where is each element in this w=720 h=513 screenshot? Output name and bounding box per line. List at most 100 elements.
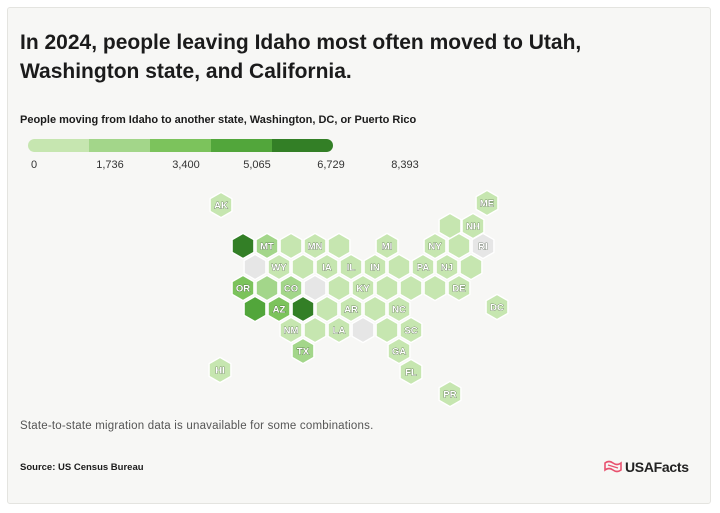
state-hex-mt: MT: [255, 232, 279, 260]
state-hex-ct: [459, 253, 483, 281]
hex-tile: [375, 274, 399, 302]
hex-tile: [471, 232, 495, 260]
hex-tile: [255, 232, 279, 260]
state-hex-ma: [447, 232, 471, 260]
state-label: NH: [466, 221, 480, 232]
source-credit: Source: US Census Bureau: [20, 462, 144, 473]
legend-tick-2: 3,400: [172, 159, 200, 171]
page-title: In 2024, people leaving Idaho most often…: [20, 31, 582, 83]
state-hex-me: ME: [475, 189, 499, 217]
data-availability-note: State-to-state migration data is unavail…: [20, 420, 374, 432]
usafacts-flag-icon: [604, 460, 622, 473]
legend-tick-1: 1,736: [96, 159, 124, 171]
state-label: NY: [428, 241, 442, 252]
hex-tile: [375, 232, 399, 260]
state-hex-ca: [243, 295, 267, 323]
state-hex-mo: [327, 274, 351, 302]
hex-tile: [231, 274, 255, 302]
state-hex-or: OR: [231, 274, 255, 302]
hex-tile: [475, 189, 499, 217]
hex-tile: [423, 274, 447, 302]
state-label: LA: [333, 325, 346, 336]
state-hex-fl: FL: [399, 358, 423, 386]
state-label: MI: [382, 241, 393, 252]
state-hex-ok: [303, 316, 327, 344]
hex-tile: [291, 253, 315, 281]
state-hex-dc: DC: [485, 293, 509, 321]
hex-tile: [387, 295, 411, 323]
state-hex-mn: MN: [303, 232, 327, 260]
state-hex-nd: [279, 232, 303, 260]
state-hex-va: [399, 274, 423, 302]
hex-tile: [399, 316, 423, 344]
state-hex-wi: [327, 232, 351, 260]
state-hex-ia: IA: [315, 253, 339, 281]
state-label: RI: [478, 241, 488, 252]
state-label: DC: [490, 302, 504, 313]
hex-tile: [208, 356, 232, 384]
state-hex-tx: TX: [291, 337, 315, 365]
hex-tile: [291, 295, 315, 323]
state-label: GA: [392, 346, 406, 357]
state-hex-mi: MI: [375, 232, 399, 260]
legend-tick-0: 0: [30, 159, 38, 171]
state-label: PA: [417, 262, 430, 273]
hex-tile: [303, 316, 327, 344]
state-label: DE: [452, 283, 465, 294]
state-hex-wv: [375, 274, 399, 302]
state-hex-nc: NC: [387, 295, 411, 323]
legend-swatch-4: [211, 139, 272, 152]
legend-swatch-2: [89, 139, 150, 152]
state-hex-ny: NY: [423, 232, 447, 260]
hex-tile: [315, 253, 339, 281]
state-label: IA: [322, 262, 332, 273]
legend-tick-3: 5,065: [243, 159, 271, 171]
hex-tile: [327, 316, 351, 344]
state-hex-co: CO: [279, 274, 303, 302]
state-hex-la: LA: [327, 316, 351, 344]
state-hex-pa: PA: [411, 253, 435, 281]
state-hex-ga: GA: [387, 337, 411, 365]
map-subtitle: People moving from Idaho to another stat…: [20, 114, 417, 126]
legend-swatch-1: [28, 139, 89, 152]
hex-tile: [399, 358, 423, 386]
hex-tile: [485, 293, 509, 321]
color-legend: [28, 139, 333, 152]
state-hex-ar: AR: [339, 295, 363, 323]
hex-tile: [243, 253, 267, 281]
state-hex-pr: PR: [438, 380, 462, 408]
legend-tick-4: 6,729: [317, 159, 345, 171]
state-hex-il: IL: [339, 253, 363, 281]
state-hex-az: AZ: [267, 295, 291, 323]
hex-tile: [209, 191, 233, 219]
state-hex-nm: NM: [279, 316, 303, 344]
state-label: AK: [214, 200, 228, 211]
hex-tile: [279, 274, 303, 302]
hex-tile: [255, 274, 279, 302]
hex-tile: [363, 253, 387, 281]
state-label: IL: [347, 262, 356, 273]
hex-tile: [435, 253, 459, 281]
hex-tile: [447, 232, 471, 260]
state-label: WY: [271, 262, 287, 273]
hex-tile: [267, 295, 291, 323]
state-label: NJ: [441, 262, 453, 273]
hex-tile: [375, 316, 399, 344]
hex-tile: [327, 274, 351, 302]
state-hex-ky: KY: [351, 274, 375, 302]
state-hex-al: [375, 316, 399, 344]
state-label: KY: [356, 283, 370, 294]
logo-text: USAFacts: [625, 459, 689, 475]
state-hex-sc: SC: [399, 316, 423, 344]
hex-tile: [459, 253, 483, 281]
state-label: IN: [370, 262, 380, 273]
state-label: CO: [284, 283, 298, 294]
hex-tile: [267, 253, 291, 281]
state-hex-ms: [351, 316, 375, 344]
hex-tile: [315, 295, 339, 323]
legend-tick-5: 8,393: [391, 159, 419, 171]
hex-tile: [231, 232, 255, 260]
hex-tile: [351, 274, 375, 302]
hex-tile: [279, 316, 303, 344]
